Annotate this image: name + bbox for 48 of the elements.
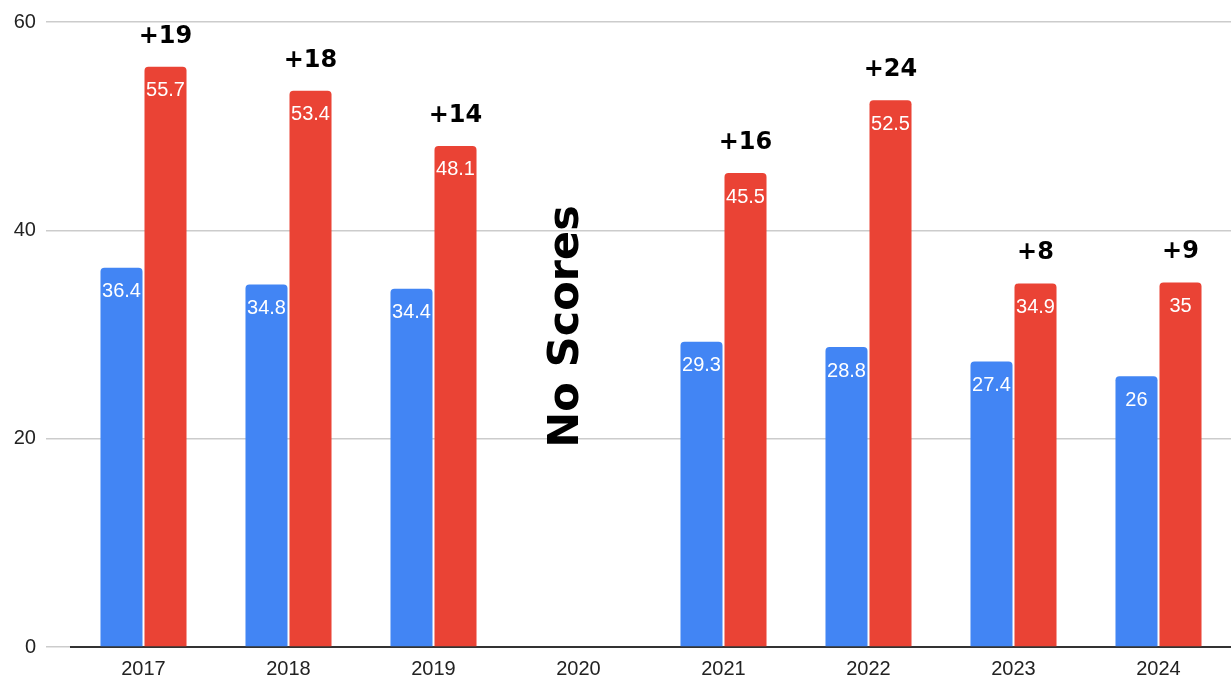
data-label: 28.8 xyxy=(827,358,866,381)
annotation: +18 xyxy=(283,44,338,73)
x-tick-label: 2018 xyxy=(266,656,311,679)
bar xyxy=(869,100,912,647)
y-tick-label: 0 xyxy=(24,634,36,657)
bar xyxy=(390,288,433,647)
bar xyxy=(1159,282,1202,647)
data-label: 34.8 xyxy=(247,296,286,319)
annotation: +9 xyxy=(1162,236,1199,265)
data-label: 34.4 xyxy=(392,300,431,323)
annotation: +14 xyxy=(428,99,483,128)
x-tick-label: 2024 xyxy=(1136,656,1181,679)
y-tick-label: 40 xyxy=(13,217,36,240)
data-label: 45.5 xyxy=(726,184,765,207)
y-tick-label: 60 xyxy=(13,9,36,32)
data-label: 36.4 xyxy=(102,279,141,302)
data-label: 35 xyxy=(1169,293,1192,316)
data-label: 55.7 xyxy=(146,78,185,101)
bar xyxy=(144,66,187,647)
bar xyxy=(724,173,767,647)
data-label: 52.5 xyxy=(871,111,910,134)
x-tick-label: 2023 xyxy=(991,656,1036,679)
bar xyxy=(289,90,332,647)
bar xyxy=(100,267,143,647)
annotation: +19 xyxy=(138,20,193,49)
y-tick-label: 20 xyxy=(13,426,36,449)
data-label: 29.3 xyxy=(682,353,721,376)
bar xyxy=(245,284,288,647)
x-tick-label: 2019 xyxy=(411,656,456,679)
bar xyxy=(434,145,477,647)
bar xyxy=(680,341,723,647)
annotation: +8 xyxy=(1017,237,1054,266)
annotation: No Scores xyxy=(537,205,588,448)
data-label: 26 xyxy=(1125,387,1148,410)
data-label: 27.4 xyxy=(972,373,1011,396)
data-label: 53.4 xyxy=(291,102,330,125)
bar xyxy=(825,347,868,647)
data-label: 34.9 xyxy=(1016,294,1055,317)
x-tick-label: 2017 xyxy=(121,656,166,679)
bar xyxy=(1014,283,1057,647)
annotation: +24 xyxy=(863,54,918,83)
bar xyxy=(970,361,1013,647)
data-label: 48.1 xyxy=(436,157,475,180)
x-tick-label: 2022 xyxy=(846,656,891,679)
bar xyxy=(1115,376,1158,647)
annotation: +16 xyxy=(718,127,773,156)
x-tick-label: 2021 xyxy=(701,656,746,679)
x-tick-label: 2020 xyxy=(556,656,601,679)
